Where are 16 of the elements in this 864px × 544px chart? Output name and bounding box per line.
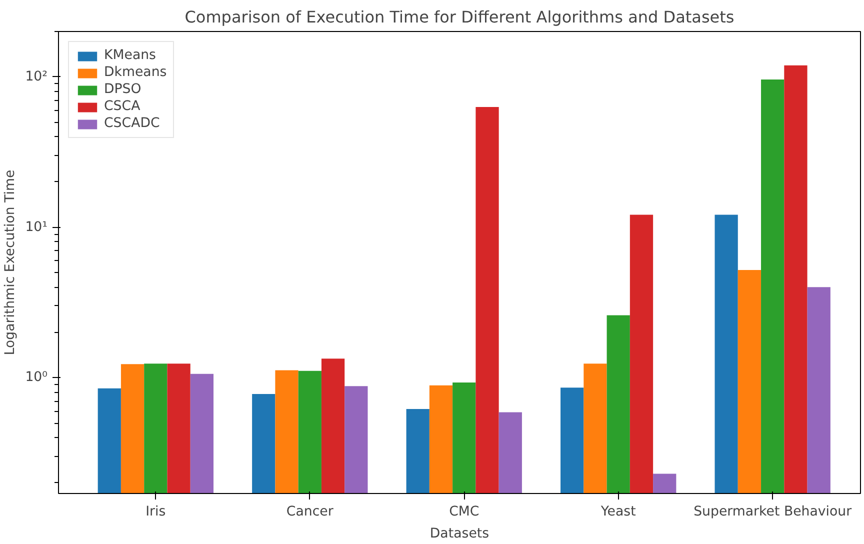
legend-label: DPSO (104, 82, 142, 97)
chart-title: Comparison of Execution Time for Different Algorithms and Datasets (184, 8, 734, 26)
x-tick-label: Cancer (286, 504, 334, 520)
x-tick-label: Iris (146, 504, 166, 520)
legend-label: Dkmeans (104, 65, 167, 80)
legend-label: CSCADC (104, 116, 160, 131)
legend-label: CSCA (104, 99, 140, 114)
y-tick-label: 10² (25, 69, 48, 84)
x-tick-label: Supermarket Behaviour (694, 504, 852, 520)
legend-label: KMeans (104, 48, 156, 63)
y-axis-title: Logarithmic Execution Time (3, 170, 18, 356)
y-tick-label: 10¹ (25, 220, 48, 235)
x-tick-label: Yeast (600, 504, 636, 520)
y-tick-label: 10⁰ (25, 370, 48, 386)
x-axis-title: Datasets (430, 526, 490, 542)
x-tick-label: CMC (449, 504, 480, 520)
